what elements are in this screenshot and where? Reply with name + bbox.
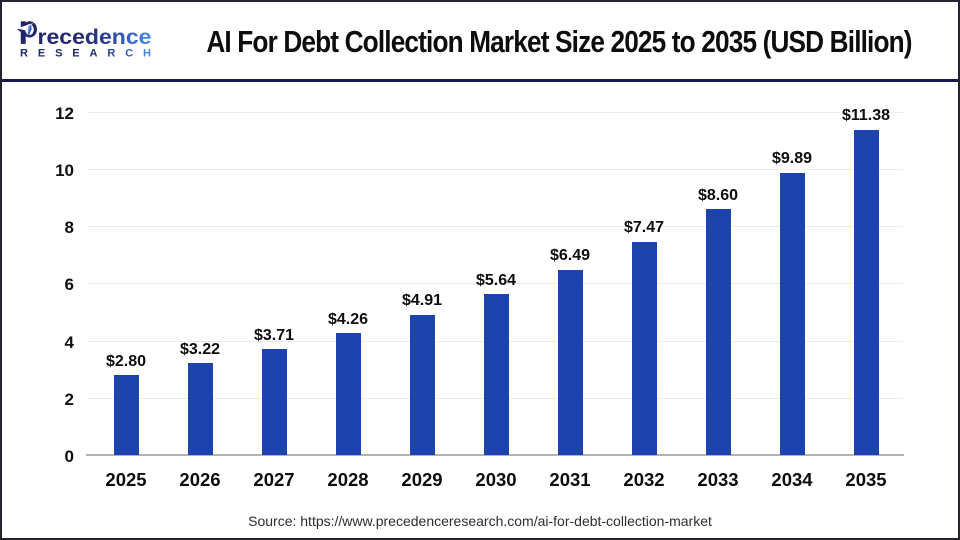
svg-text:RESEARCH: RESEARCH xyxy=(20,48,158,60)
svg-text:recedence: recedence xyxy=(38,26,152,49)
